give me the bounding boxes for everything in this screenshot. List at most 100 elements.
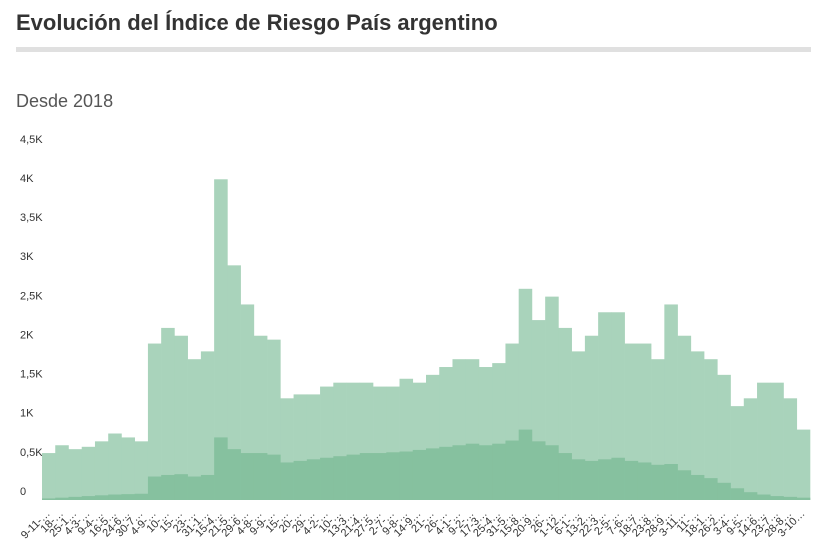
bar	[68, 496, 83, 500]
bar	[796, 429, 811, 500]
bar	[68, 449, 83, 500]
bar	[147, 476, 162, 500]
bar	[174, 474, 188, 500]
bar	[465, 443, 480, 500]
bar	[743, 398, 758, 500]
bar	[187, 476, 202, 500]
y-tick-label: 3K	[20, 251, 34, 263]
bar	[531, 441, 546, 500]
bar	[280, 462, 294, 500]
y-tick-label: 0,5K	[20, 447, 43, 459]
bar	[770, 496, 784, 500]
bar	[214, 437, 228, 500]
bar	[227, 265, 241, 500]
bar	[293, 460, 308, 500]
bar	[121, 437, 135, 500]
bar	[505, 440, 519, 500]
bar	[637, 462, 652, 500]
bar	[412, 449, 427, 500]
bar	[730, 406, 745, 500]
bar	[571, 459, 586, 500]
bar	[359, 453, 374, 500]
title-rule	[16, 47, 811, 52]
bar	[134, 493, 149, 500]
bar	[134, 441, 149, 500]
bar	[94, 495, 109, 500]
bar	[386, 452, 400, 500]
bar	[611, 312, 625, 500]
bar	[267, 454, 281, 500]
bar	[783, 398, 798, 500]
bar	[81, 496, 96, 500]
bar	[743, 492, 758, 500]
bar	[121, 494, 135, 500]
y-tick-label: 3,5K	[20, 212, 43, 224]
bar	[81, 446, 96, 500]
bar	[677, 470, 692, 500]
bar	[306, 459, 321, 500]
bar	[651, 464, 665, 500]
y-tick-label: 4,5K	[20, 134, 43, 146]
bar	[200, 474, 215, 500]
bar	[42, 498, 56, 500]
bar	[690, 474, 705, 500]
bar	[584, 335, 599, 500]
bar	[161, 327, 175, 500]
bar	[584, 460, 599, 500]
bar	[664, 464, 678, 500]
bar	[346, 454, 361, 500]
bar	[214, 179, 228, 501]
bar	[730, 488, 745, 500]
bar	[174, 335, 188, 500]
bar	[426, 448, 440, 500]
bar	[333, 456, 347, 500]
bar	[240, 453, 255, 500]
bar	[624, 460, 639, 500]
bar	[518, 429, 533, 500]
bar	[717, 374, 731, 500]
chart-title: Evolución del Índice de Riesgo País arge…	[16, 10, 498, 35]
bar	[452, 445, 467, 500]
bar	[187, 359, 202, 500]
chart-subtitle: Desde 2018	[16, 91, 113, 111]
y-tick-label: 2K	[20, 329, 34, 341]
bar	[147, 343, 162, 500]
bar	[704, 359, 718, 500]
bar	[253, 453, 268, 500]
bar	[492, 443, 506, 500]
y-tick-label: 4K	[20, 173, 34, 185]
bar	[55, 445, 69, 500]
bar	[783, 496, 798, 500]
bar	[439, 446, 453, 500]
bar	[42, 453, 56, 500]
bar	[637, 343, 652, 500]
bar	[320, 457, 334, 500]
bar	[108, 433, 122, 500]
bar	[545, 445, 559, 500]
bar	[94, 441, 109, 500]
bar	[598, 459, 612, 500]
bar	[677, 335, 692, 500]
bar	[200, 351, 215, 500]
bar	[108, 494, 122, 500]
y-tick-label: 1K	[20, 408, 34, 420]
bar	[717, 482, 731, 500]
bar	[227, 449, 241, 500]
bar	[598, 312, 612, 500]
bar	[770, 382, 784, 500]
bar	[611, 457, 625, 500]
bar	[161, 474, 175, 500]
bar	[704, 478, 718, 500]
bar	[55, 497, 69, 500]
bar	[478, 445, 493, 500]
bar	[690, 351, 705, 500]
bar	[757, 494, 771, 500]
y-tick-label: 0	[20, 486, 26, 498]
bar	[664, 304, 678, 500]
bar	[240, 304, 255, 500]
bar	[373, 453, 387, 500]
bar	[558, 453, 572, 500]
y-tick-label: 1,5K	[20, 369, 43, 381]
y-tick-label: 2,5K	[20, 290, 43, 302]
